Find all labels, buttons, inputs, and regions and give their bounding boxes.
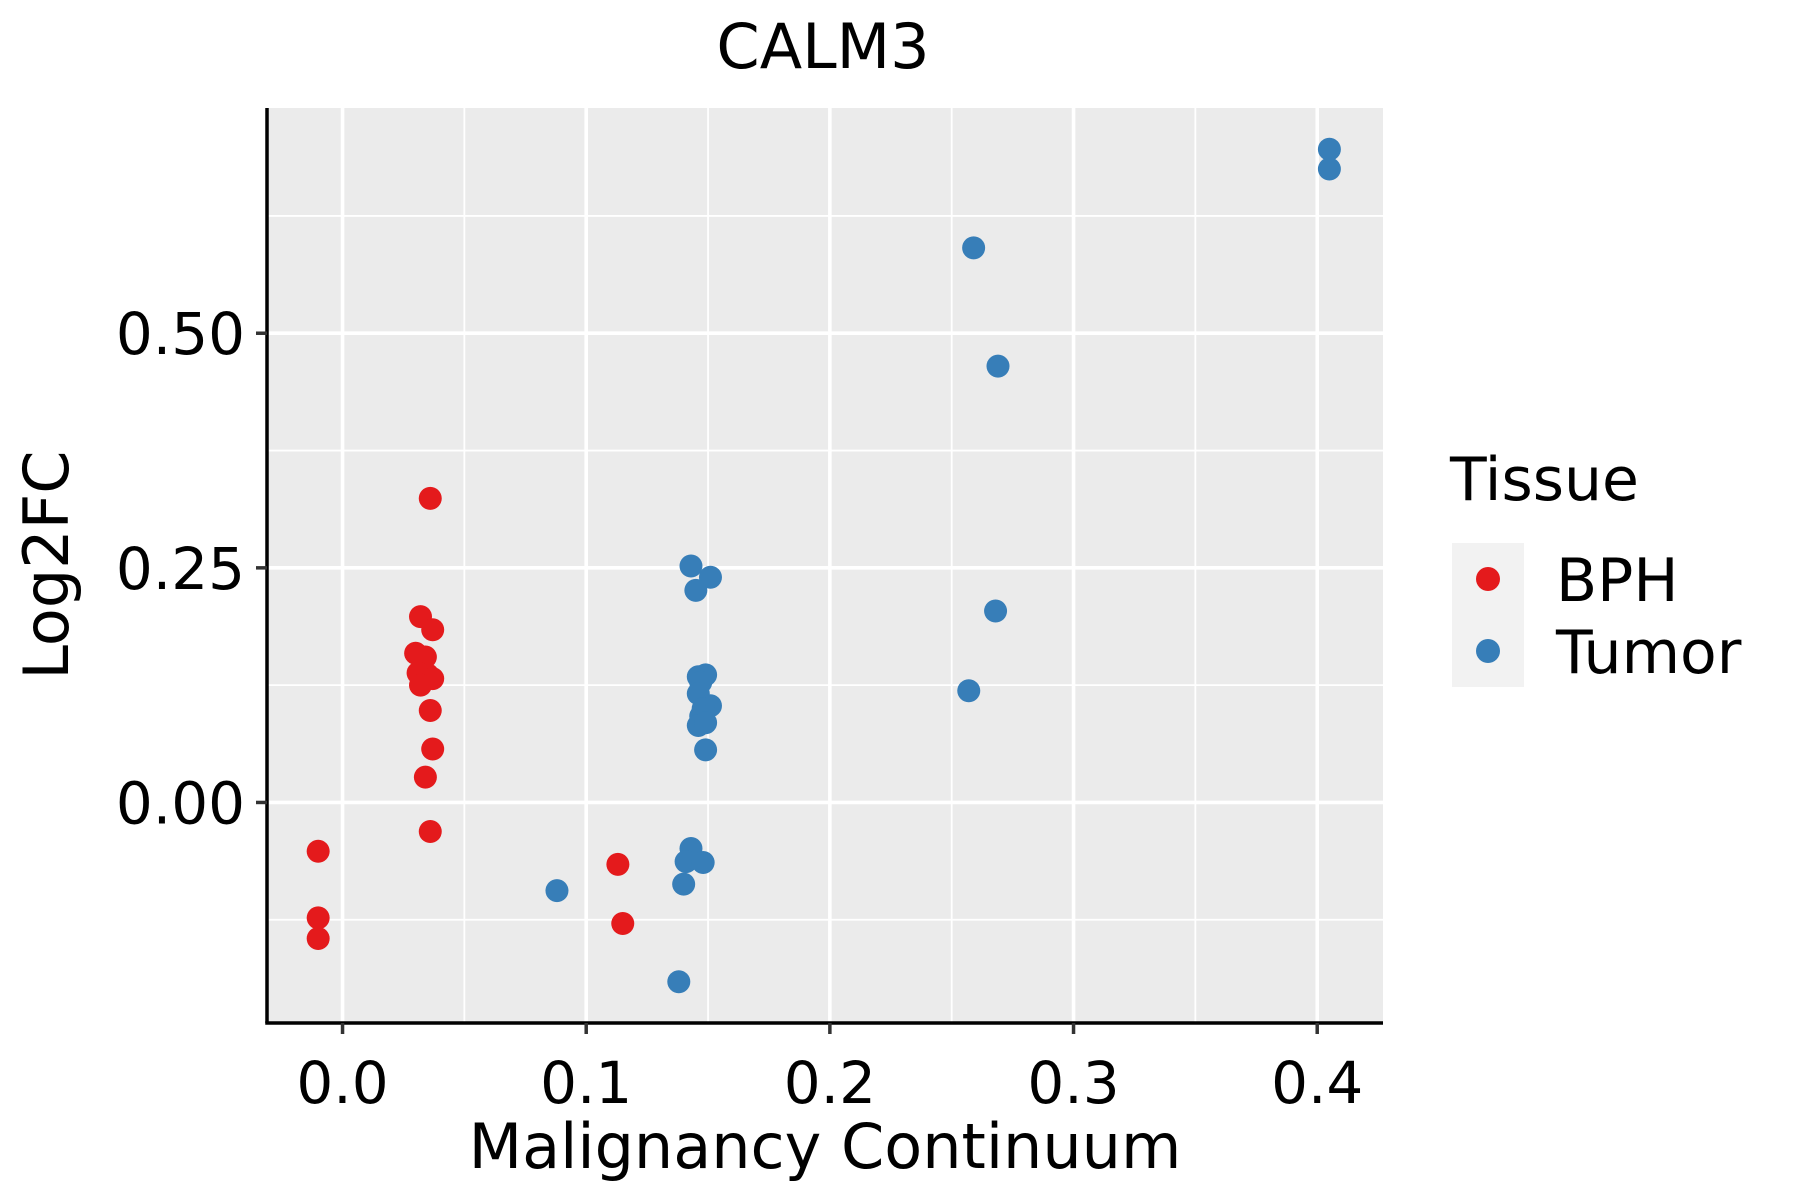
x-tick-label: 0.0 [296,1049,388,1117]
y-axis-ticks: 0.00 0.25 0.50 [116,300,267,837]
point-bph [413,765,437,789]
point-bph [421,618,445,642]
legend-entry-tumor: Tumor [1476,618,1742,688]
point-bph [606,852,630,876]
point-tumor [679,554,703,578]
legend: Tissue BPH Tumor [1449,445,1742,688]
point-tumor [957,679,981,703]
point-bph [418,698,442,722]
legend-key-tumor [1476,639,1500,663]
y-tick-label: 0.00 [116,769,245,837]
point-tumor [545,879,569,903]
point-tumor [672,872,696,896]
minor-gridlines [267,108,1383,1023]
x-axis-ticks: 0.0 0.1 0.2 0.3 0.4 [296,1023,1363,1117]
point-tumor [694,738,718,762]
point-tumor [694,711,718,735]
legend-key-bg [1452,543,1524,687]
point-tumor [698,565,722,589]
legend-label-bph: BPH [1556,546,1678,616]
point-tumor [1317,157,1341,181]
y-tick-label: 0.25 [116,535,245,603]
point-tumor [674,850,698,874]
plot-panel [267,108,1383,1023]
x-axis-title: Malignancy Continuum [469,1110,1182,1183]
x-tick-label: 0.3 [1027,1049,1119,1117]
legend-label-tumor: Tumor [1555,618,1742,688]
point-bph [418,820,442,844]
point-bph [421,737,445,761]
point-bph [306,906,330,930]
point-bph [306,839,330,863]
data-points [306,137,1341,994]
point-tumor [684,578,708,602]
point-bph [418,486,442,510]
point-bph [611,912,635,936]
legend-entry-bph: BPH [1476,546,1678,616]
x-tick-label: 0.1 [540,1049,632,1117]
point-tumor [691,851,715,875]
point-bph [306,927,330,951]
x-tick-label: 0.2 [784,1049,876,1117]
point-tumor [962,236,986,260]
chart-title: CALM3 [716,10,929,83]
point-tumor [984,599,1008,623]
legend-key-bph [1476,567,1500,591]
legend-title: Tissue [1449,445,1639,515]
point-tumor [667,970,691,994]
major-gridlines [267,108,1383,1023]
point-tumor [986,354,1010,378]
y-tick-label: 0.50 [116,300,245,368]
point-bph [409,673,433,697]
point-tumor [1317,137,1341,161]
x-tick-label: 0.4 [1271,1049,1363,1117]
y-axis-title: Log2FC [10,450,83,679]
